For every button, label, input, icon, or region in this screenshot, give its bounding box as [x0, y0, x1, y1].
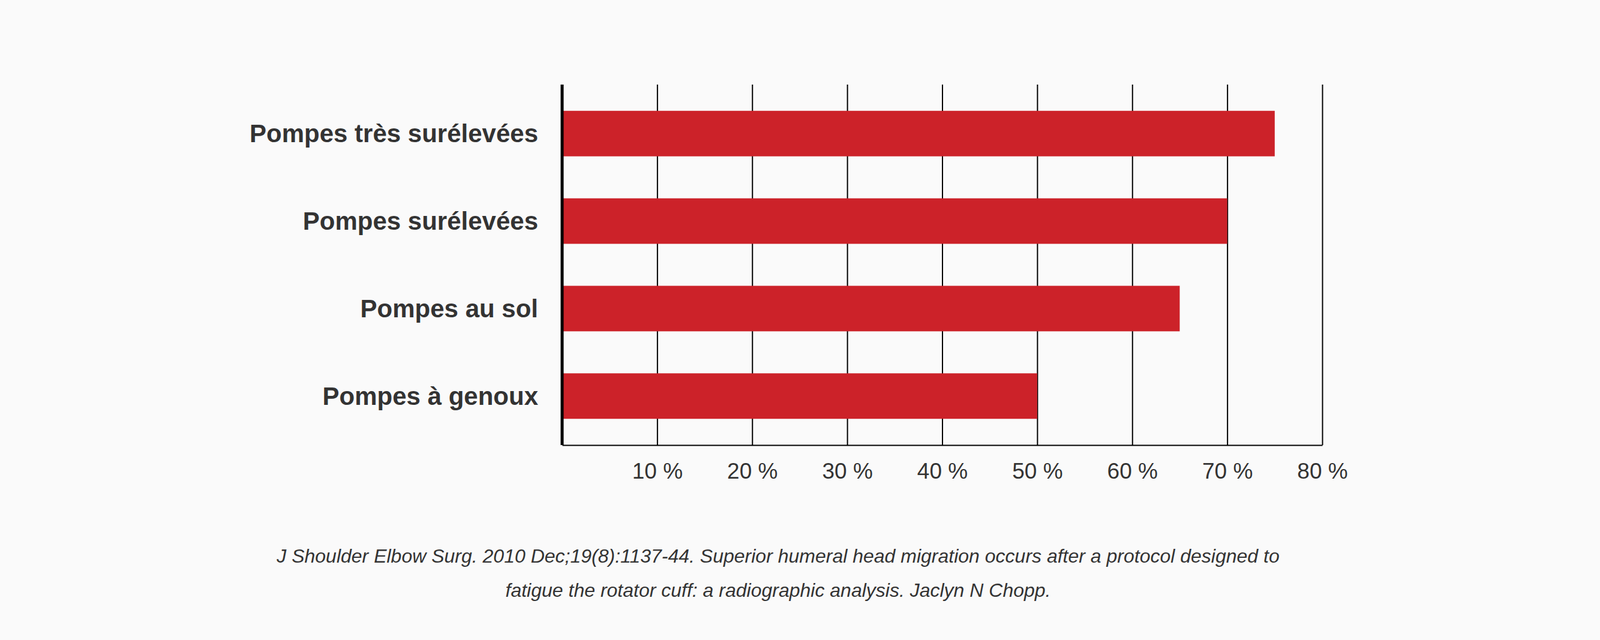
category-label: Pompes au sol	[360, 294, 539, 323]
chart: 10 % 20 % 30 % 40 % 50 % 60 % 70 % 80 % Pompes t…	[0, 0, 1600, 640]
tick-label: 80 %	[1297, 458, 1348, 484]
tick-label: 20 %	[727, 458, 778, 484]
caption: J Shoulder Elbow Surg. 2010 Dec;19(8):11…	[275, 545, 1280, 602]
caption-line: fatigue the rotator cuff: a radiographic…	[505, 579, 1052, 602]
x-axis: 10 % 20 % 30 % 40 % 50 % 60 % 70 % 80 %	[562, 84, 1349, 484]
tick-label: 40 %	[917, 458, 968, 484]
bar	[562, 373, 1038, 419]
category-label: Pompes très surélevées	[249, 119, 539, 148]
tick-label: 60 %	[1107, 458, 1158, 484]
bar	[562, 110, 1275, 157]
y-axis-line	[560, 84, 564, 446]
category-label: Pompes surélevées	[302, 206, 539, 236]
caption-line: J Shoulder Elbow Surg. 2010 Dec;19(8):11…	[275, 545, 1280, 567]
tick-label: 10 %	[632, 458, 683, 484]
tick: 80 %	[1297, 84, 1348, 484]
bars	[562, 110, 1275, 419]
tick-label: 30 %	[821, 458, 873, 484]
bar	[562, 198, 1228, 245]
grid-line	[1322, 84, 1324, 446]
category-labels: Pompes très surélevées Pompes surélevées P…	[249, 119, 539, 411]
category-label: Pompes à genoux	[322, 382, 539, 411]
tick-label: 70 %	[1202, 458, 1253, 484]
bar	[562, 286, 1180, 332]
tick-label: 50 %	[1012, 458, 1063, 484]
